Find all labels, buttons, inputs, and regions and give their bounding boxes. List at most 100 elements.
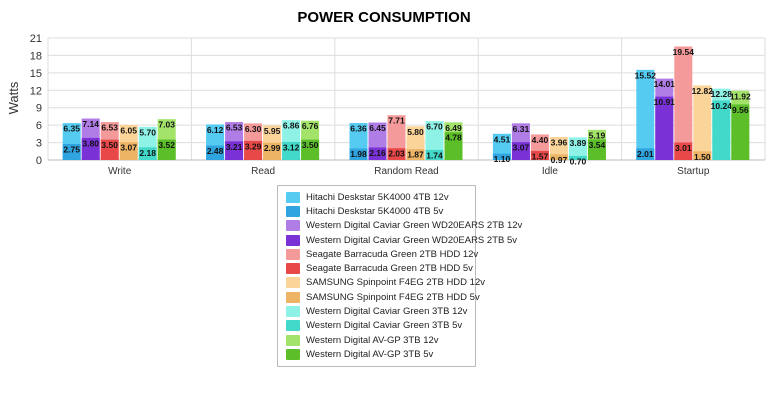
data-label: 6.53: [226, 123, 243, 133]
data-label: 10.24: [711, 101, 733, 111]
data-label: 7.14: [82, 119, 99, 129]
data-label: 3.89: [570, 138, 587, 148]
legend-swatch: [286, 348, 300, 360]
data-label: 14.01: [654, 79, 676, 89]
category-label: Idle: [542, 166, 559, 177]
legend-item: SAMSUNG Spinpoint F4EG 2TB HDD 12v: [278, 276, 485, 290]
legend-label: Western Digital Caviar Green WD20EARS 2T…: [306, 220, 523, 232]
bar: [492, 133, 511, 160]
bar: [693, 85, 712, 160]
legend-item: Western Digital Caviar Green WD20EARS 2T…: [278, 219, 522, 233]
legend-item: Western Digital AV-GP 3TB 12v: [278, 333, 475, 347]
y-tick-label: 21: [30, 33, 42, 45]
bar: [368, 147, 387, 160]
data-label: 6.49: [445, 123, 462, 133]
data-label: 2.75: [63, 145, 80, 155]
legend-label: Western Digital Caviar Green 3TB 5v: [306, 320, 463, 332]
data-label: 6.35: [63, 124, 80, 134]
data-label: 3.96: [551, 137, 568, 147]
data-label: 6.45: [369, 123, 386, 133]
bar: [731, 104, 750, 160]
data-label: 2.99: [264, 143, 281, 153]
data-label: 6.12: [207, 125, 224, 135]
legend-label: Western Digital Caviar Green WD20EARS 2T…: [306, 234, 518, 246]
data-label: 1.87: [407, 150, 424, 160]
legend-label: Seagate Barracuda Green 2TB HDD 12v: [306, 248, 479, 260]
data-label: 12.82: [692, 86, 714, 96]
data-label: 6.86: [283, 121, 300, 131]
bar: [636, 148, 655, 160]
data-label: 2.03: [388, 149, 405, 159]
legend-swatch: [286, 191, 300, 203]
data-label: 4.51: [494, 134, 511, 144]
data-label: 6.31: [513, 124, 530, 134]
bar: [263, 142, 282, 160]
data-label: 3.29: [245, 141, 262, 151]
bar: [549, 136, 568, 160]
category-label: Write: [108, 166, 132, 177]
legend-item: Hitachi Deskstar 5K4000 4TB 12v: [278, 190, 475, 204]
bar: [568, 155, 587, 160]
data-label: 3.07: [120, 143, 137, 153]
bar: [587, 139, 606, 160]
legend-label: Seagate Barracuda Green 2TB HDD 5v: [306, 263, 473, 275]
bar: [549, 154, 568, 160]
y-tick-label: 18: [30, 50, 42, 62]
bar: [100, 139, 119, 160]
bar: [81, 137, 100, 160]
data-label: 1.74: [426, 150, 443, 160]
category-label: Startup: [677, 166, 710, 177]
category-labels: Write Read Random Read Idle Startup: [108, 166, 710, 177]
data-label: 12.28: [711, 89, 733, 99]
data-label: 3.01: [675, 143, 692, 153]
data-label: 3.07: [513, 143, 530, 153]
y-tick-label: 0: [36, 155, 42, 167]
bar: [244, 140, 263, 160]
data-label: 5.80: [407, 127, 424, 137]
data-label: 15.52: [635, 70, 657, 80]
data-label: 5.70: [139, 127, 156, 137]
legend-swatch: [286, 220, 300, 232]
legend-swatch: [286, 205, 300, 217]
data-label: 3.80: [82, 138, 99, 148]
category-label: Random Read: [374, 166, 438, 177]
chart-title: POWER CONSUMPTION: [297, 9, 470, 26]
legend-label: Western Digital AV-GP 3TB 5v: [306, 348, 434, 360]
legend-item: Western Digital Caviar Green WD20EARS 2T…: [278, 233, 517, 247]
bar: [282, 141, 301, 160]
bar: [387, 148, 406, 160]
data-label: 6.53: [101, 123, 118, 133]
legend-item: Hitachi Deskstar 5K4000 4TB 5v: [278, 204, 475, 218]
legend-swatch: [286, 248, 300, 260]
legend-swatch: [286, 291, 300, 303]
category-label: Read: [251, 166, 275, 177]
bar: [349, 148, 368, 160]
legend-item: Seagate Barracuda Green 2TB HDD 5v: [278, 261, 475, 275]
bar: [674, 46, 693, 160]
data-label: 5.95: [264, 126, 281, 136]
bar: [530, 150, 549, 160]
data-label: 3.50: [101, 140, 118, 150]
bar: [511, 142, 530, 160]
data-label: 4.40: [532, 135, 549, 145]
y-tick-label: 9: [36, 103, 42, 115]
data-label: 1.10: [494, 154, 511, 164]
legend-item: Western Digital Caviar Green 3TB 5v: [278, 319, 475, 333]
data-label: 11.92: [730, 91, 751, 101]
data-label: 2.18: [139, 148, 156, 158]
data-label: 3.50: [302, 140, 319, 150]
data-label: 6.05: [120, 125, 137, 135]
data-label: 19.54: [673, 47, 695, 57]
data-label: 2.16: [369, 148, 386, 158]
data-label: 2.48: [207, 146, 224, 156]
legend-label: SAMSUNG Spinpoint F4EG 2TB HDD 12v: [306, 277, 485, 289]
legend-swatch: [286, 306, 300, 318]
bar: [119, 142, 138, 160]
bar: [444, 132, 463, 160]
bar: [655, 96, 674, 160]
bar: [693, 151, 712, 160]
data-label: 1.57: [532, 151, 549, 161]
data-label: 1.98: [350, 149, 367, 159]
y-tick-label: 3: [36, 138, 42, 150]
